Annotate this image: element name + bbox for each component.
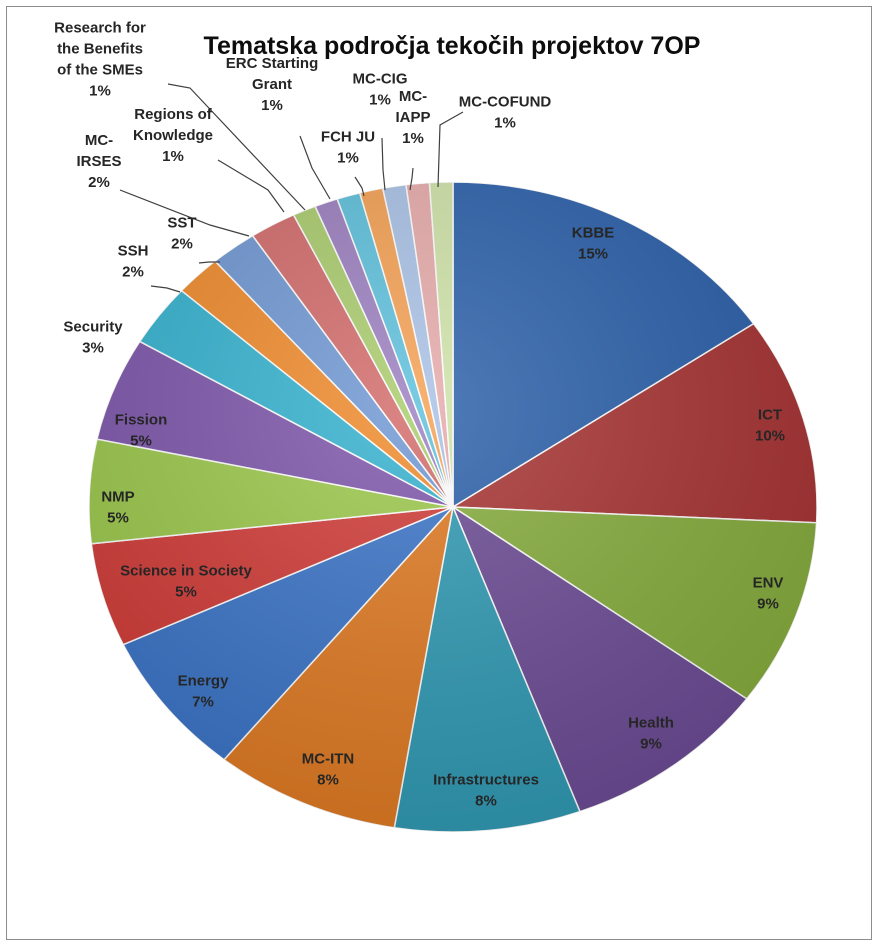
data-label-fch-ju: FCH JU 1% <box>321 129 375 167</box>
data-label-ssh: SSH 2% <box>118 243 149 281</box>
leader-line-erc-starting-grant <box>299 135 331 200</box>
leader-line-sst <box>198 261 220 264</box>
leader-line-ssh <box>150 285 181 293</box>
data-label-security: Security 3% <box>63 319 123 357</box>
data-label-mc-cofund: MC-COFUND 1% <box>459 94 552 132</box>
data-label-health: Health 9% <box>628 715 674 753</box>
data-label-kbbe: KBBE 15% <box>572 225 615 263</box>
leader-line-mc-cofund <box>437 111 464 188</box>
leader-line-regions-of-knowledge <box>217 159 285 213</box>
data-label-regions-of-knowledge: Regions of Knowledge 1% <box>133 106 213 165</box>
data-label-science-in-society: Science in Society 5% <box>120 563 252 601</box>
leader-line-research-for-the-benefits-of-the-smes <box>167 83 306 211</box>
leader-line-mc-iapp <box>409 167 414 191</box>
data-label-mc-cig: MC-CIG 1% <box>353 71 408 109</box>
data-label-fission: Fission 5% <box>115 412 168 450</box>
data-label-energy: Energy 7% <box>178 673 230 711</box>
data-label-erc-starting-grant: ERC Starting Grant 1% <box>226 55 319 114</box>
data-label-nmp: NMP 5% <box>101 489 134 527</box>
leader-line-fch-ju <box>354 176 365 197</box>
data-label-ict: ICT 10% <box>755 407 785 445</box>
leader-line-mc-irses <box>119 189 250 237</box>
data-label-mc-irses: MC-IRSES 2% <box>76 132 121 191</box>
data-label-env: ENV 9% <box>753 575 784 613</box>
leader-line-mc-cig <box>381 137 386 191</box>
data-label-research-for-the-benefits-of-the-smes: Research for the Benefits of the SMEs 1% <box>54 20 146 100</box>
chart-title: Tematska področja tekočih projektov 7OP <box>204 32 701 60</box>
data-label-sst: SST 2% <box>167 215 196 253</box>
data-label-infrastructures: Infrastructures 8% <box>433 772 539 810</box>
data-label-mc-iapp: MC-IAPP 1% <box>395 88 430 147</box>
data-label-mc-itn: MC-ITN 8% <box>302 751 355 789</box>
